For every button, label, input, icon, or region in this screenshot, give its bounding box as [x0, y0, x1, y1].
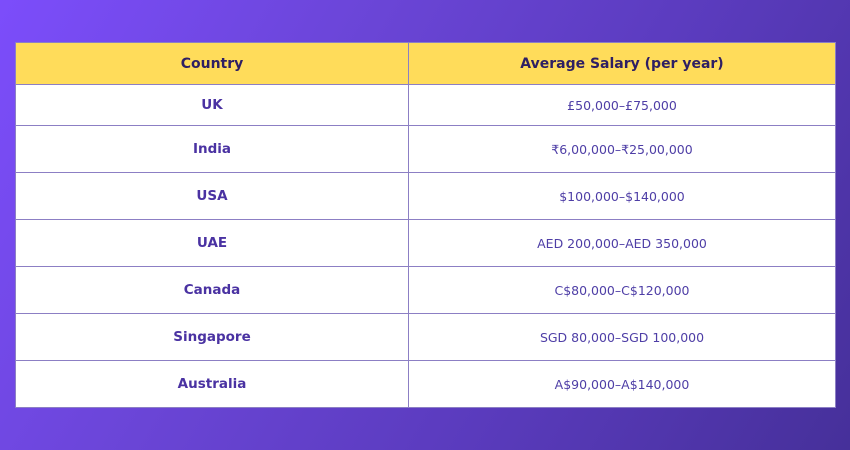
table-row: Singapore SGD 80,000–SGD 100,000	[15, 313, 836, 361]
table-row: India ₹6,00,000–₹25,00,000	[15, 125, 836, 173]
salary-table: Country Average Salary (per year) UK £50…	[15, 42, 836, 408]
header-country: Country	[15, 42, 409, 85]
country-cell: Australia	[15, 360, 409, 408]
country-cell: Canada	[15, 266, 409, 314]
table-row: UAE AED 200,000–AED 350,000	[15, 219, 836, 267]
table-row: USA $100,000–$140,000	[15, 172, 836, 220]
table-row: Canada C$80,000–C$120,000	[15, 266, 836, 314]
salary-table-container: Country Average Salary (per year) UK £50…	[15, 42, 836, 408]
country-cell: USA	[15, 172, 409, 220]
country-cell: UK	[15, 84, 409, 126]
salary-cell: SGD 80,000–SGD 100,000	[408, 313, 836, 361]
salary-cell: AED 200,000–AED 350,000	[408, 219, 836, 267]
salary-cell: $100,000–$140,000	[408, 172, 836, 220]
salary-cell: A$90,000–A$140,000	[408, 360, 836, 408]
table-row: UK £50,000–£75,000	[15, 84, 836, 126]
salary-cell: £50,000–£75,000	[408, 84, 836, 126]
country-cell: Singapore	[15, 313, 409, 361]
header-average-salary: Average Salary (per year)	[408, 42, 836, 85]
table-header-row: Country Average Salary (per year)	[15, 42, 836, 85]
country-cell: India	[15, 125, 409, 173]
table-row: Australia A$90,000–A$140,000	[15, 360, 836, 408]
salary-cell: ₹6,00,000–₹25,00,000	[408, 125, 836, 173]
country-cell: UAE	[15, 219, 409, 267]
salary-cell: C$80,000–C$120,000	[408, 266, 836, 314]
